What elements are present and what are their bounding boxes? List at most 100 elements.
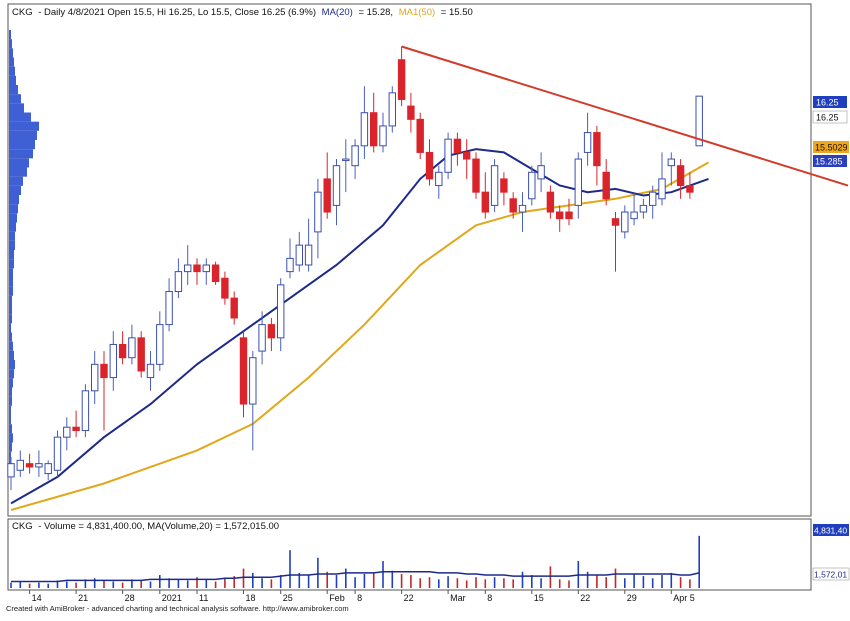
volume-profile-bin: [9, 130, 37, 140]
price-tag-ma50-text: 15.5029: [815, 143, 848, 153]
candle-up: [53, 436, 62, 471]
candle-up: [44, 463, 52, 475]
volume-profile-bin: [9, 66, 15, 76]
candle-down: [565, 211, 573, 220]
candle-up: [444, 138, 452, 173]
volume-profile-bin: [9, 332, 12, 342]
candle-up: [667, 158, 675, 167]
x-tick-label: 29: [627, 593, 637, 603]
candle-down: [556, 211, 564, 220]
volume-profile-bin: [9, 240, 15, 250]
volume-profile-bin: [9, 277, 13, 287]
candle-up: [351, 145, 359, 167]
volume-tag-last-text: 4,831,40: [814, 526, 847, 536]
candle-down: [211, 264, 220, 283]
candle-up: [537, 165, 545, 180]
volume-tag-ma-text: 1,572,01: [814, 570, 847, 580]
candle-down: [453, 138, 462, 153]
x-tick-label: 11: [199, 593, 208, 603]
candle-down: [72, 426, 80, 432]
candle-up: [490, 165, 499, 206]
candle-up: [81, 390, 90, 432]
candle-down: [230, 297, 238, 319]
candle-up: [7, 463, 15, 478]
volume-profile-bin: [9, 213, 17, 223]
candle-down: [463, 151, 471, 160]
volume-bar-layer: [10, 535, 701, 588]
header-info: - Daily 4/8/2021 Open 15.5, Hi 16.25, Lo…: [38, 7, 316, 18]
price-tag-close-text: 16.25: [816, 113, 839, 123]
candle-up: [314, 191, 322, 233]
candle-down: [100, 363, 108, 379]
candle-down: [472, 158, 480, 193]
candle-up: [621, 211, 629, 233]
volume-profile-bin: [9, 48, 13, 58]
ma50-line-layer: [10, 161, 709, 511]
candle-up: [35, 463, 43, 468]
volume-profile-bin: [9, 167, 27, 177]
ma20-line-layer: [10, 148, 709, 505]
candle-up: [184, 264, 192, 273]
candle-up: [146, 363, 155, 379]
candle-down: [611, 218, 620, 226]
x-tick-label: 22: [404, 593, 414, 603]
candle-up: [695, 95, 703, 147]
candle-down: [25, 463, 34, 468]
candle-up: [304, 244, 313, 266]
ma20-value: = 15.28,: [358, 7, 393, 18]
volume-header-ticker: CKG: [12, 521, 33, 532]
volume-profile-bin: [9, 305, 12, 315]
ma20-line: [10, 148, 709, 505]
candle-up: [658, 178, 666, 200]
candle-up: [16, 459, 25, 471]
volume-tag-last: 4,831,40: [813, 524, 849, 536]
candle-up: [249, 357, 257, 405]
x-tick-label: 28: [125, 593, 135, 603]
candle-up: [91, 363, 99, 392]
volume-profile-bin: [9, 176, 23, 186]
candle-up: [174, 271, 183, 292]
volume-tag-ma: 1,572,01: [812, 567, 850, 581]
volume-profile-bin: [9, 57, 14, 67]
candle-down: [370, 112, 378, 147]
volume-profile: [9, 30, 39, 470]
volume-profile-bin: [9, 433, 13, 443]
volume-profile-bin: [9, 231, 15, 241]
candle-up: [258, 324, 266, 352]
volume-profile-bin: [9, 369, 14, 379]
volume-profile-bin: [9, 424, 12, 434]
volume-profile-bin: [9, 75, 16, 85]
x-tick-label: 2021: [162, 593, 182, 603]
volume-profile-bin: [9, 387, 12, 397]
volume-profile-bin: [9, 94, 21, 104]
candle-up: [165, 290, 173, 326]
candle-up: [332, 165, 341, 206]
ma50-label: MA1(50): [399, 7, 435, 18]
volume-profile-bin: [9, 39, 12, 49]
volume-profile-bin: [9, 158, 29, 168]
volume-profile-bin: [9, 314, 12, 324]
x-tick-label: 8: [487, 593, 492, 603]
candle-up: [649, 191, 657, 206]
volume-profile-bin: [9, 268, 13, 278]
candle-down: [416, 118, 424, 153]
volume-profile-bin: [9, 222, 16, 232]
candle-down: [137, 337, 145, 372]
x-tick-label: 8: [357, 593, 362, 603]
resistance-trendline: [401, 45, 849, 187]
price-tag-last-text: 16.25: [816, 98, 839, 108]
candle-up: [388, 92, 397, 127]
volume-ma-line: [11, 571, 700, 583]
price-header: CKG - Daily 4/8/2021 Open 15.5, Hi 16.25…: [12, 7, 473, 18]
volume-profile-bin: [9, 360, 15, 370]
candle-down: [509, 198, 517, 213]
candle-down: [481, 191, 490, 213]
volume-profile-bin: [9, 121, 39, 131]
candle-down: [193, 264, 201, 273]
volume-profile-bin: [9, 442, 12, 452]
volume-profile-bin: [9, 405, 11, 415]
volume-profile-bin: [9, 415, 11, 425]
x-tick-label: 18: [246, 593, 256, 603]
price-pane-frame: [7, 3, 812, 517]
